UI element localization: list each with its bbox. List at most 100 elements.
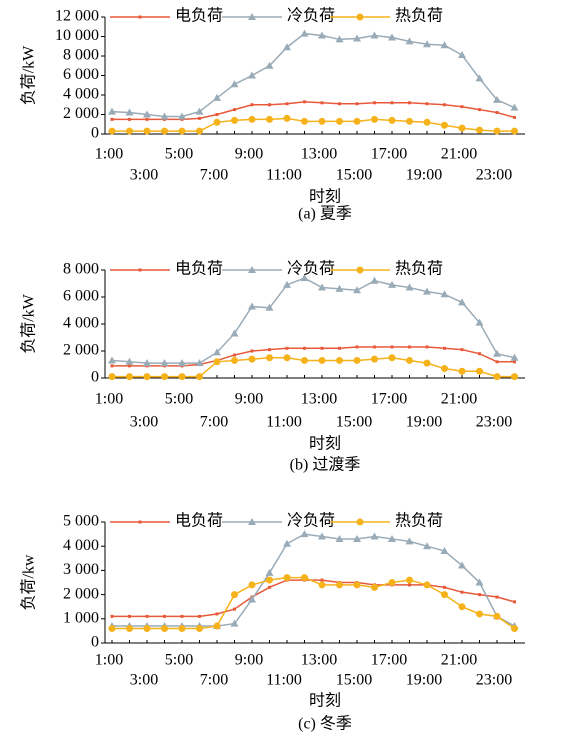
marker (406, 117, 413, 125)
marker (388, 33, 396, 41)
marker (356, 266, 364, 274)
marker (213, 358, 221, 366)
marker (371, 355, 378, 363)
y-tick-label: 2 000 (63, 342, 99, 359)
marker (283, 280, 291, 288)
marker (265, 61, 274, 69)
marker (353, 581, 361, 589)
x-tick-label: 23:00 (476, 672, 512, 689)
y-tick-label: 8 000 (63, 261, 99, 278)
marker (371, 583, 378, 591)
y-tick-label: 10 000 (55, 27, 99, 44)
marker (440, 547, 449, 555)
marker (143, 359, 151, 367)
marker (370, 276, 379, 284)
marker (125, 108, 134, 116)
marker (475, 74, 484, 82)
y-tick-label: 8 000 (63, 47, 99, 64)
x-tick-label: 19:00 (406, 672, 442, 689)
legend-label: 冷负荷 (287, 260, 335, 278)
marker (423, 359, 431, 367)
marker (458, 51, 466, 59)
marker (336, 356, 343, 364)
marker (160, 359, 169, 367)
legend-label: 热负荷 (395, 512, 443, 530)
marker (405, 283, 414, 291)
marker (458, 367, 466, 375)
marker (458, 561, 466, 569)
marker (301, 574, 308, 582)
x-tick-label: 11:00 (266, 414, 302, 431)
x-tick-label: 17:00 (371, 391, 407, 408)
y-tick-label: 6 000 (63, 288, 99, 305)
x-tick-label: 3:00 (130, 414, 158, 431)
marker (318, 356, 326, 364)
y-tick-label: 12 000 (55, 8, 99, 25)
marker (248, 518, 256, 525)
x-tick-label: 15:00 (336, 167, 372, 184)
marker (493, 127, 501, 135)
series-line (112, 117, 515, 132)
marker (335, 534, 344, 542)
caption: (a) 夏季 (298, 205, 352, 223)
marker (406, 356, 413, 364)
x-tick-label: 21:00 (441, 652, 477, 669)
marker (353, 356, 361, 364)
y-tick-label: 4 000 (63, 315, 99, 332)
x-tick-label: 3:00 (130, 167, 158, 184)
marker (143, 373, 151, 381)
legend-label: 热负荷 (395, 260, 443, 278)
y-tick-label: 6 000 (63, 66, 99, 83)
y-tick-label: 0 (91, 125, 99, 142)
marker (300, 29, 309, 37)
marker (370, 31, 379, 39)
marker (388, 354, 396, 362)
marker (126, 373, 133, 381)
marker (318, 117, 326, 125)
marker (248, 266, 256, 273)
x-axis-label: 时刻 (309, 435, 341, 453)
marker (265, 568, 274, 576)
y-axis-label: 负荷/kW (20, 45, 38, 105)
x-tick-label: 15:00 (336, 672, 372, 689)
x-tick-label: 13:00 (301, 146, 337, 163)
marker (248, 355, 256, 363)
marker (405, 537, 414, 545)
marker (125, 357, 134, 365)
x-tick-label: 7:00 (200, 167, 228, 184)
marker (458, 124, 466, 132)
marker (353, 117, 361, 125)
marker (440, 290, 449, 298)
marker (493, 349, 501, 357)
marker (458, 603, 466, 611)
marker (388, 116, 396, 124)
marker (230, 80, 239, 88)
marker (178, 359, 186, 367)
marker (231, 116, 238, 124)
marker (458, 298, 466, 306)
marker (283, 574, 291, 582)
marker (266, 576, 273, 584)
x-tick-label: 7:00 (200, 414, 228, 431)
marker (126, 127, 133, 135)
x-tick-label: 21:00 (441, 146, 477, 163)
marker (423, 581, 431, 589)
x-tick-label: 19:00 (406, 167, 442, 184)
legend-label: 电负荷 (175, 7, 223, 25)
y-tick-label: 4 000 (63, 537, 99, 554)
marker (178, 624, 186, 632)
x-tick-label: 7:00 (200, 672, 228, 689)
x-tick-label: 13:00 (301, 652, 337, 669)
marker (213, 348, 221, 356)
x-tick-label: 9:00 (235, 652, 263, 669)
series-line (111, 32, 515, 118)
y-tick-label: 5 000 (63, 513, 99, 530)
marker (318, 532, 326, 540)
marker (108, 373, 116, 381)
marker (248, 71, 256, 79)
y-axis-label: 负荷/kw (20, 554, 38, 610)
marker (353, 34, 361, 42)
legend-label: 电负荷 (175, 260, 223, 278)
marker (405, 37, 414, 45)
